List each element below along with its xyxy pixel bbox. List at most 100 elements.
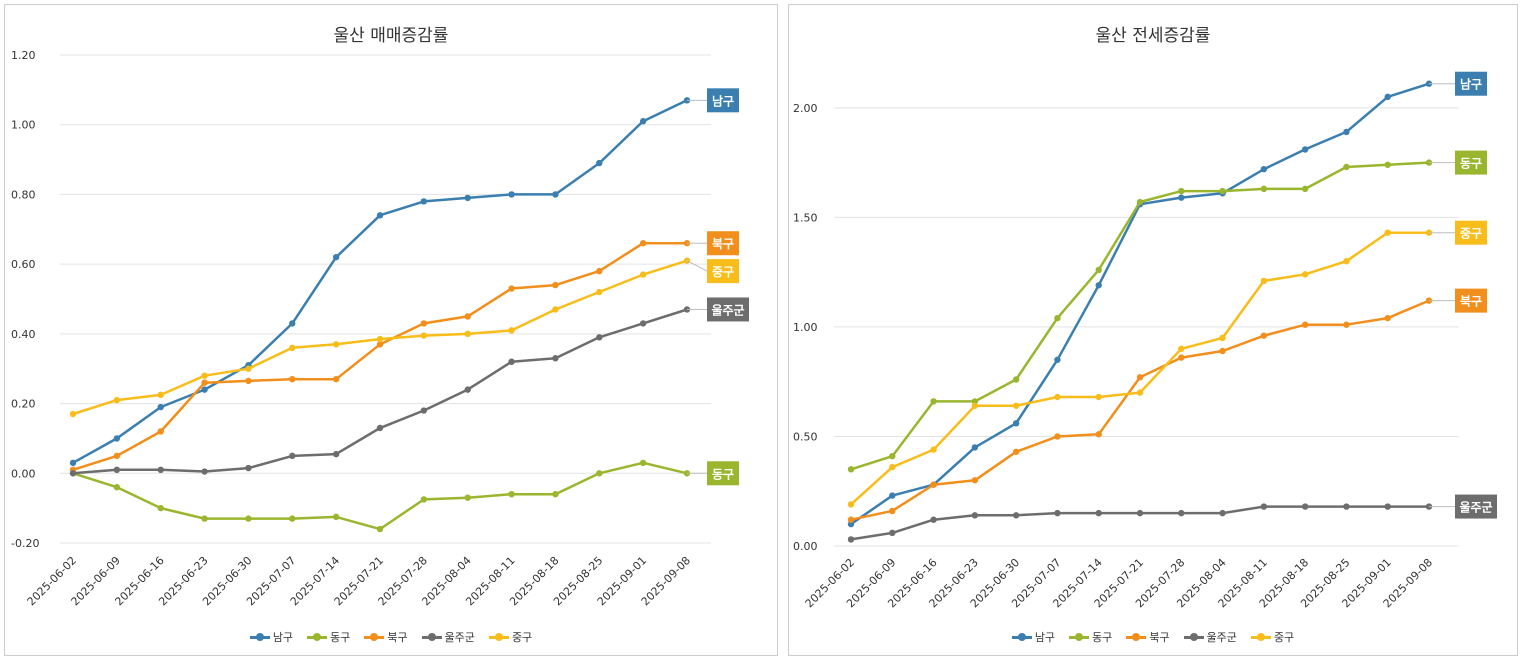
data-point xyxy=(1301,185,1309,193)
data-point xyxy=(1012,512,1020,519)
data-point xyxy=(552,355,559,362)
data-point xyxy=(930,446,937,453)
data-point xyxy=(1260,277,1268,285)
legend-label: 동구 xyxy=(1092,631,1113,644)
data-point xyxy=(376,525,384,533)
data-point xyxy=(69,459,77,467)
data-point xyxy=(1384,161,1391,168)
end-label-box xyxy=(1455,150,1487,175)
data-point xyxy=(596,267,603,275)
data-point xyxy=(332,253,340,261)
data-point xyxy=(157,466,164,473)
sale-rate-chart-panel: 울산 매매증감률 -0.20 0.00 0.20 0.40 0.60 0.80 1.00 1.… xyxy=(4,4,778,656)
data-point xyxy=(464,330,471,338)
y-tick-label: 1.00 xyxy=(11,119,36,132)
end-label-text: 북구 xyxy=(1460,295,1482,309)
data-point xyxy=(245,377,252,385)
data-point xyxy=(113,452,121,460)
chart-legend: 남구 동구 북구 울주군 중구 xyxy=(5,629,777,645)
data-point xyxy=(1384,503,1391,510)
legend-label: 남구 xyxy=(1034,631,1056,644)
data-point xyxy=(289,375,296,383)
data-point xyxy=(639,271,647,278)
data-point xyxy=(508,327,515,334)
data-point xyxy=(113,466,121,473)
y-tick-label: 1.00 xyxy=(793,321,818,334)
legend-swatch xyxy=(1250,632,1271,642)
data-point xyxy=(639,320,647,327)
data-point xyxy=(639,240,647,247)
series-line xyxy=(72,461,688,531)
legend-item[interactable]: 울주군 xyxy=(1183,629,1237,645)
data-point xyxy=(1343,503,1350,510)
chart-title: 울산 전세증감률 xyxy=(1095,26,1211,46)
end-label-box xyxy=(1455,494,1497,519)
data-point xyxy=(1054,433,1061,440)
data-point xyxy=(1384,314,1391,322)
data-point xyxy=(332,513,340,521)
data-point xyxy=(1012,420,1020,427)
legend-item[interactable]: 남구 xyxy=(1011,629,1056,645)
data-point xyxy=(847,520,855,528)
data-point xyxy=(1012,402,1020,409)
y-tick-label: 1.20 xyxy=(11,49,36,62)
legend-item[interactable]: 남구 xyxy=(249,629,293,645)
data-point xyxy=(1054,314,1061,322)
data-point xyxy=(1219,509,1226,517)
data-point xyxy=(1178,345,1185,353)
legend-label: 동구 xyxy=(330,631,351,644)
data-point xyxy=(1301,146,1309,153)
data-point xyxy=(464,494,471,501)
jeonse-rate-chart: 0.000.501.001.502.002025-06-022025-06-09… xyxy=(793,71,1497,610)
series-line xyxy=(850,82,1430,526)
legend-item[interactable]: 울주군 xyxy=(421,629,475,645)
data-point xyxy=(1012,376,1020,383)
data-point xyxy=(376,424,384,432)
legend-item[interactable]: 동구 xyxy=(1069,629,1112,645)
data-point xyxy=(847,466,855,473)
data-point xyxy=(157,391,164,399)
data-point xyxy=(1095,393,1102,401)
data-point xyxy=(1384,229,1391,236)
data-point xyxy=(639,118,647,125)
end-label-box xyxy=(707,231,739,256)
data-point xyxy=(289,452,296,460)
data-point xyxy=(847,501,855,508)
data-point xyxy=(1054,393,1061,401)
data-point xyxy=(69,410,77,418)
legend-item[interactable]: 중구 xyxy=(1250,629,1294,645)
data-point xyxy=(596,159,603,167)
data-point xyxy=(552,491,559,498)
data-point xyxy=(157,504,164,512)
legend-item[interactable]: 북구 xyxy=(364,629,408,645)
legend-item[interactable]: 중구 xyxy=(488,629,532,645)
end-label-text: 남구 xyxy=(1460,77,1482,92)
series-line xyxy=(850,161,1430,471)
data-point xyxy=(596,288,603,296)
legend-item[interactable]: 북구 xyxy=(1126,629,1170,645)
y-tick-label: -0.20 xyxy=(11,537,39,550)
data-point xyxy=(1301,271,1309,278)
end-label-box xyxy=(707,259,739,284)
data-point xyxy=(1343,163,1350,171)
data-point xyxy=(245,464,252,472)
data-point xyxy=(1136,509,1144,517)
data-point xyxy=(1343,321,1350,328)
data-point xyxy=(157,403,164,411)
data-point xyxy=(508,358,515,365)
data-point xyxy=(113,435,121,442)
series-line xyxy=(72,241,687,471)
legend-item[interactable]: 동구 xyxy=(307,629,350,645)
data-point xyxy=(69,470,77,477)
data-point xyxy=(201,386,208,393)
data-point xyxy=(847,536,855,543)
data-point xyxy=(971,402,979,409)
legend-swatch xyxy=(249,632,270,642)
data-point xyxy=(464,313,471,320)
y-tick-label: 1.50 xyxy=(793,211,818,224)
y-tick-label: 2.00 xyxy=(793,102,818,115)
data-point xyxy=(1178,354,1185,361)
data-point xyxy=(113,484,121,491)
y-tick-label: 0.40 xyxy=(11,328,36,341)
end-label-text: 동구 xyxy=(1460,157,1482,171)
